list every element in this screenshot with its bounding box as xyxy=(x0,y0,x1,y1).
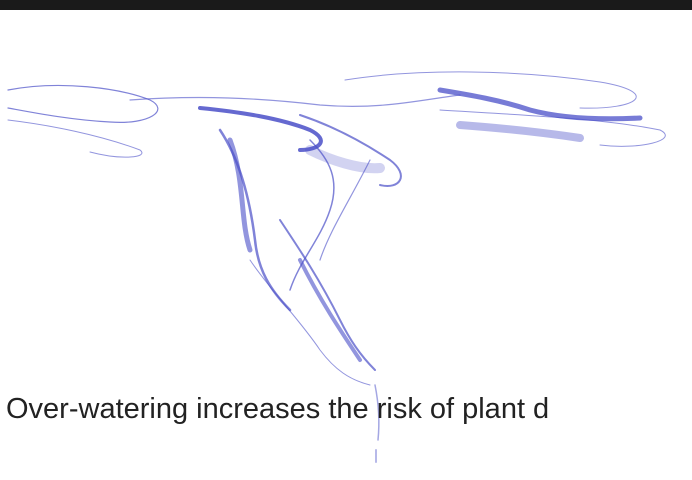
page: Over-watering {"article": {"caption": "O… xyxy=(0,0,692,478)
page-body: Over-watering increases the risk of plan… xyxy=(0,0,692,478)
top-bar xyxy=(0,0,692,10)
caption: Over-watering increases the risk of plan… xyxy=(6,392,692,426)
